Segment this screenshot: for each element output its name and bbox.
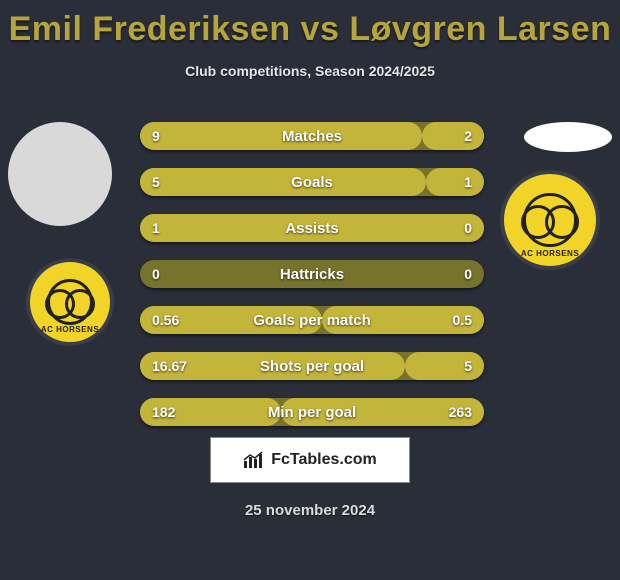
stat-label: Hattricks — [140, 260, 484, 288]
brand-text: FcTables.com — [271, 451, 377, 469]
stat-bar: 00Hattricks — [140, 260, 484, 288]
stat-label: Goals per match — [140, 306, 484, 334]
stat-label: Shots per goal — [140, 352, 484, 380]
stat-label: Min per goal — [140, 398, 484, 426]
stat-bar: 16.675Shots per goal — [140, 352, 484, 380]
stat-bar: 182263Min per goal — [140, 398, 484, 426]
stat-bar: 92Matches — [140, 122, 484, 150]
brand-badge[interactable]: FcTables.com — [210, 437, 410, 483]
club-logo-left-text: AC HORSENS — [41, 325, 99, 334]
date-text: 25 november 2024 — [0, 502, 620, 519]
player-right-avatar — [524, 122, 612, 152]
stat-label: Goals — [140, 168, 484, 196]
stat-bar: 51Goals — [140, 168, 484, 196]
stats-bars-container: 92Matches 51Goals 10Assists 00Hattricks 0.56… — [140, 122, 484, 444]
chart-icon — [243, 451, 265, 469]
stat-bar: 0.560.5Goals per match — [140, 306, 484, 334]
club-logo-right: AC HORSENS — [500, 170, 600, 270]
comparison-title: Emil Frederiksen vs Løvgren Larsen — [0, 0, 620, 49]
club-logo-right-text: AC HORSENS — [521, 249, 579, 258]
player-left-avatar — [8, 122, 112, 226]
comparison-subtitle: Club competitions, Season 2024/2025 — [0, 63, 620, 79]
club-logo-left: AC HORSENS — [26, 258, 114, 346]
stat-label: Assists — [140, 214, 484, 242]
stat-label: Matches — [140, 122, 484, 150]
stat-bar: 10Assists — [140, 214, 484, 242]
